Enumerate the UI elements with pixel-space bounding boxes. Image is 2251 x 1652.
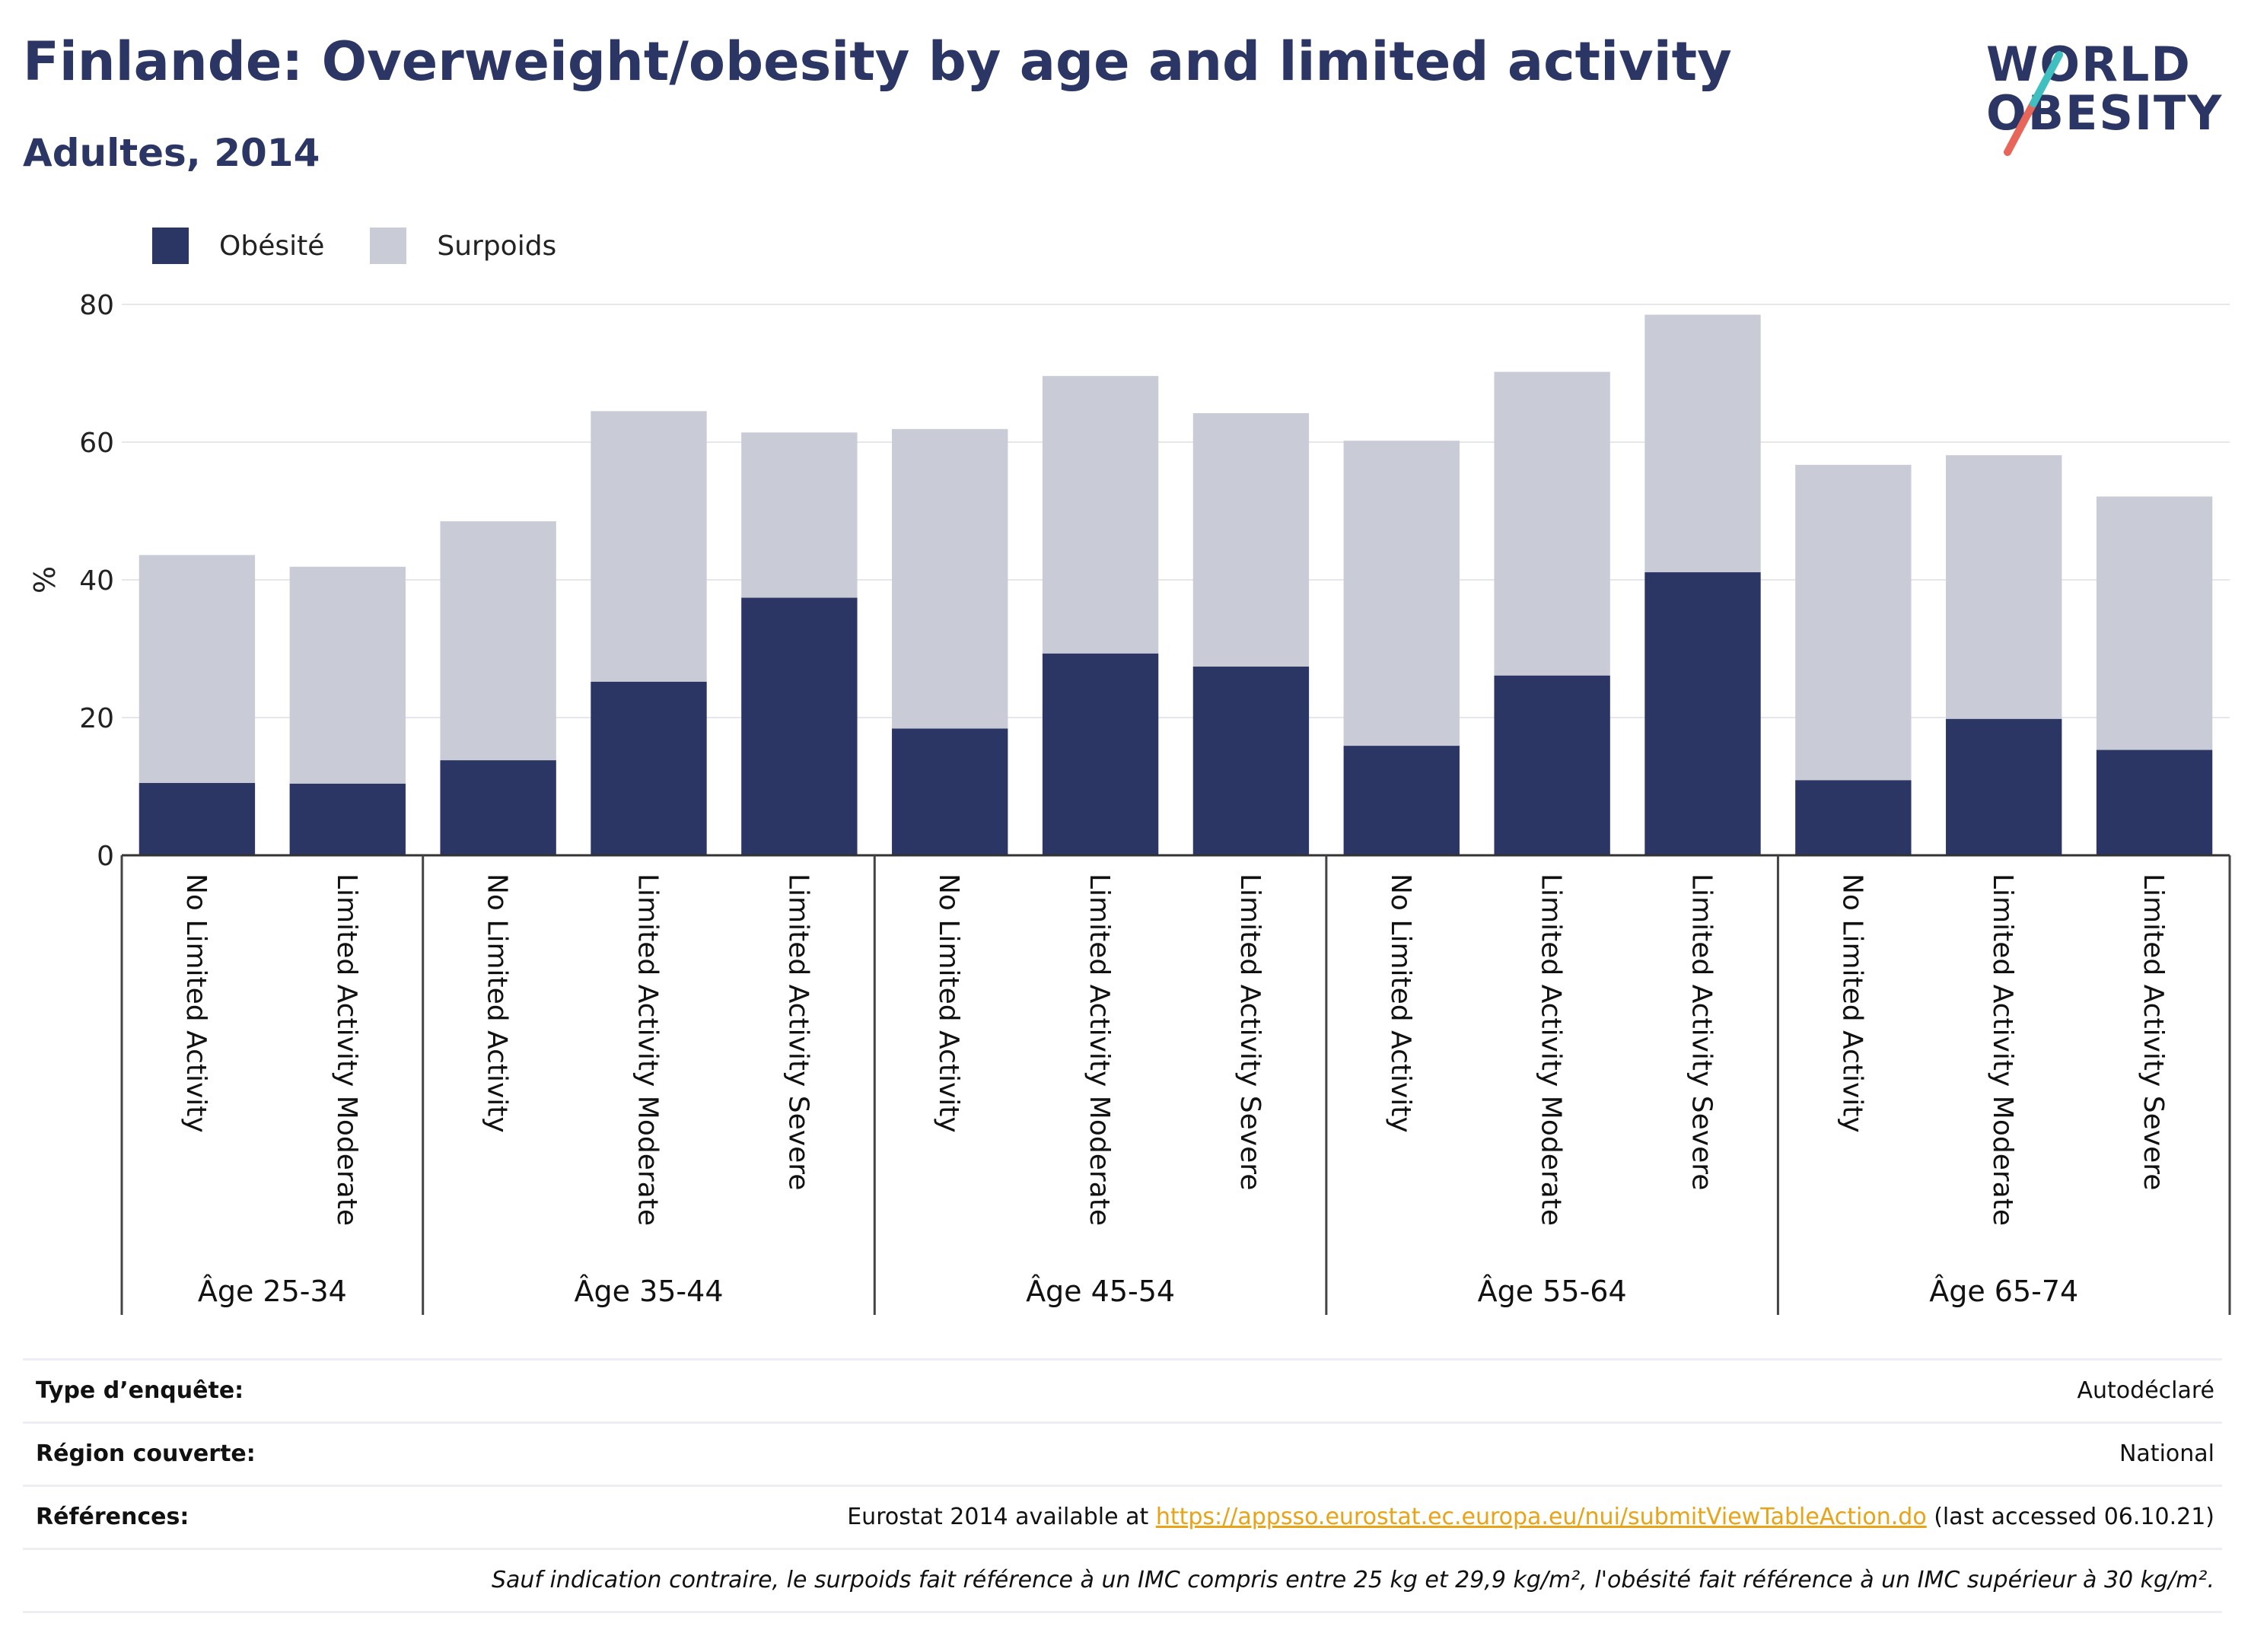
- group-label: Âge 45-54: [1026, 1275, 1175, 1308]
- group-label: Âge 55-64: [1478, 1275, 1627, 1308]
- legend-item-overweight: Surpoids: [370, 228, 556, 264]
- x-tick-label: Limited Activity Moderate: [331, 874, 362, 1226]
- bar-obesity: [1494, 675, 1610, 855]
- legend-swatch-obesity: [152, 228, 189, 264]
- x-tick-label: Limited Activity Moderate: [632, 874, 664, 1226]
- bar-overweight: [1192, 412, 1310, 667]
- info-row-references: Références: Eurostat 2014 available at h…: [23, 1485, 2222, 1548]
- bar-overweight: [1042, 376, 1159, 654]
- bar-obesity: [1795, 780, 1912, 855]
- bar-obesity: [591, 681, 707, 855]
- y-tick-label: 0: [97, 841, 114, 872]
- info-row-survey-type: Type d’enquête: Autodéclaré: [23, 1358, 2222, 1421]
- group-label: Âge 65-74: [1929, 1275, 2078, 1308]
- stacked-bar-chart: 0 20 40 60 80% No Limited Activity Limited Act…: [28, 290, 2231, 1315]
- bar-overweight: [892, 428, 1008, 729]
- y-tick-label: 60: [79, 428, 114, 459]
- chart-legend: Obésité Surpoids: [152, 227, 602, 265]
- bar-obesity: [1644, 572, 1761, 855]
- bmi-note: Sauf indication contraire, le surpoids f…: [491, 1567, 2214, 1593]
- x-tick-label: Limited Activity Severe: [782, 874, 813, 1190]
- info-table: Type d’enquête: Autodéclaré Région couve…: [23, 1358, 2222, 1613]
- x-tick-label: No Limited Activity: [180, 874, 212, 1133]
- region-label: Région couverte:: [36, 1440, 256, 1467]
- legend-label-obesity: Obésité: [219, 230, 325, 262]
- region-value: National: [2119, 1440, 2214, 1467]
- group-label: Âge 25-34: [198, 1275, 347, 1308]
- x-tick-label: No Limited Activity: [1836, 874, 1867, 1133]
- logo-line-1: WORLD: [1986, 37, 2192, 92]
- references-prefix: Eurostat 2014 available at: [847, 1504, 1156, 1530]
- survey-type-value: Autodéclaré: [2077, 1377, 2215, 1404]
- x-tick-label: Limited Activity Severe: [1686, 874, 1718, 1190]
- bar-obesity: [1946, 718, 2062, 855]
- y-axis-label: %: [28, 566, 62, 594]
- world-obesity-logo: WORLD OBESITY: [1986, 37, 2237, 166]
- bar-overweight: [1343, 441, 1460, 746]
- survey-type-label: Type d’enquête:: [36, 1377, 244, 1404]
- bar-obesity: [1042, 653, 1159, 855]
- legend-swatch-overweight: [370, 228, 407, 264]
- logo-slash-icon: [2004, 51, 2063, 156]
- references-value: Eurostat 2014 available at https://appss…: [847, 1504, 2214, 1530]
- x-tick-label: No Limited Activity: [482, 874, 513, 1133]
- y-tick-label: 80: [79, 290, 114, 321]
- x-tick-label: Limited Activity Moderate: [1987, 874, 2018, 1226]
- bar-obesity: [1343, 746, 1460, 855]
- bar-obesity: [892, 728, 1008, 855]
- bar-overweight: [741, 432, 858, 598]
- references-suffix: (last accessed 06.10.21): [1926, 1504, 2214, 1530]
- y-tick-label: 20: [79, 703, 114, 734]
- bar-overweight: [138, 555, 256, 783]
- x-tick-label: No Limited Activity: [1385, 874, 1416, 1133]
- bar-overweight: [1795, 464, 1912, 781]
- bar-obesity: [289, 783, 406, 855]
- x-tick-label: Limited Activity Severe: [2138, 874, 2169, 1190]
- bar-overweight: [1644, 314, 1761, 573]
- bar-obesity: [2096, 750, 2213, 855]
- x-tick-label: No Limited Activity: [933, 874, 964, 1133]
- legend-item-obesity: Obésité: [152, 228, 324, 264]
- page-title: Finlande: Overweight/obesity by age and …: [23, 30, 1732, 93]
- x-tick-label: Limited Activity Severe: [1234, 874, 1266, 1190]
- bar-overweight: [440, 521, 556, 761]
- info-row-note: Sauf indication contraire, le surpoids f…: [23, 1548, 2222, 1613]
- bar-overweight: [591, 411, 707, 682]
- bar-obesity: [138, 782, 256, 855]
- x-tick-label: Limited Activity Moderate: [1536, 874, 1567, 1226]
- references-link[interactable]: https://appsso.eurostat.ec.europa.eu/nui…: [1155, 1504, 1927, 1530]
- x-tick-label: Limited Activity Moderate: [1084, 874, 1115, 1226]
- page-subtitle: Adultes, 2014: [23, 131, 320, 175]
- bar-overweight: [2096, 496, 2213, 750]
- bar-overweight: [1494, 371, 1610, 676]
- legend-label-overweight: Surpoids: [437, 230, 557, 262]
- y-tick-label: 40: [79, 565, 114, 597]
- bar-obesity: [440, 760, 556, 855]
- info-row-region: Région couverte: National: [23, 1421, 2222, 1485]
- references-label: Références:: [36, 1504, 189, 1530]
- bar-overweight: [289, 566, 406, 784]
- bar-overweight: [1946, 455, 2062, 719]
- bar-obesity: [1192, 667, 1310, 855]
- bar-obesity: [741, 597, 858, 855]
- group-label: Âge 35-44: [575, 1275, 724, 1308]
